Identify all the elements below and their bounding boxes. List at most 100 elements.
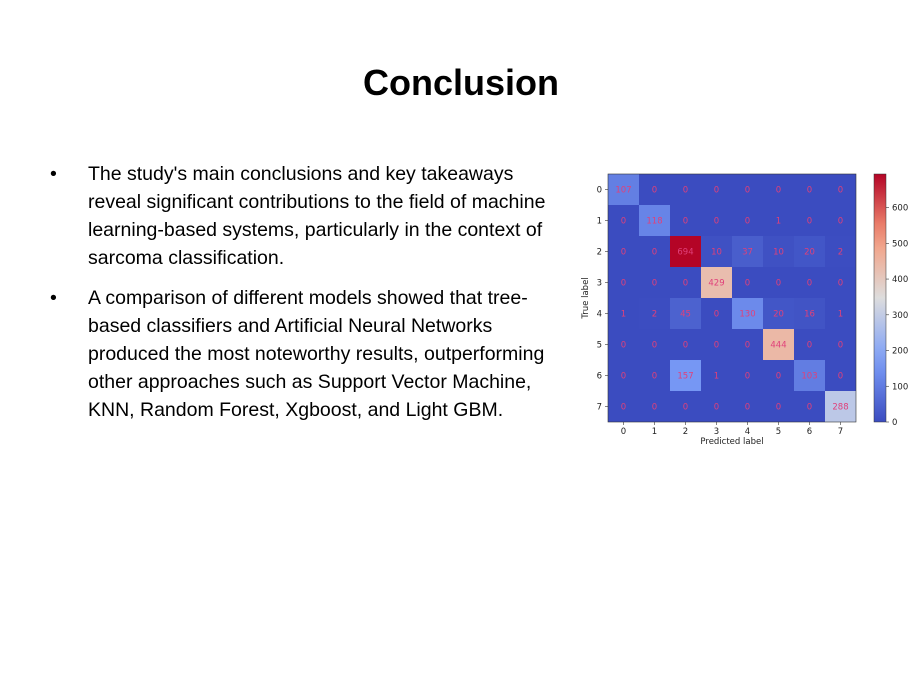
cell-value-label: 1 [776, 217, 781, 227]
cell-value-label: 0 [621, 403, 626, 413]
cell-value-label: 0 [683, 403, 688, 413]
matrix-cell [608, 391, 639, 422]
matrix-cell [825, 174, 856, 205]
cell-value-label: 0 [714, 186, 719, 196]
matrix-cell [701, 329, 732, 360]
matrix-cell [794, 205, 825, 236]
matrix-cell [732, 391, 763, 422]
cell-value-label: 0 [745, 217, 750, 227]
y-tick-label: 0 [597, 186, 602, 196]
matrix-cell [763, 391, 794, 422]
matrix-cell [825, 205, 856, 236]
matrix-cell [732, 236, 763, 267]
matrix-cell [732, 298, 763, 329]
colorbar-tick-label: 300 [892, 311, 908, 321]
bullet-text: The study's main conclusions and key tak… [88, 163, 546, 269]
y-tick-label: 7 [597, 403, 602, 413]
cell-value-label: 0 [621, 279, 626, 289]
cell-value-label: 0 [776, 372, 781, 382]
y-tick-label: 6 [597, 372, 602, 382]
colorbar-tick-label: 0 [892, 418, 897, 428]
matrix-cell [794, 329, 825, 360]
matrix-cell [763, 298, 794, 329]
cell-value-label: 429 [708, 279, 724, 289]
matrix-cell [701, 236, 732, 267]
cell-value-label: 0 [745, 279, 750, 289]
y-axis-label: True label [581, 277, 591, 319]
matrix-cell [763, 205, 794, 236]
slide-title: Conclusion [363, 62, 559, 103]
cell-value-label: 0 [838, 341, 843, 351]
matrix-cell [670, 298, 701, 329]
matrix-cell [608, 205, 639, 236]
matrix-cell [608, 267, 639, 298]
cell-value-label: 0 [807, 186, 812, 196]
cell-value-label: 10 [711, 248, 722, 258]
cell-value-label: 103 [801, 372, 817, 382]
cell-value-label: 0 [807, 341, 812, 351]
matrix-cell [763, 236, 794, 267]
bullet-item: • A comparison of different models showe… [50, 284, 550, 424]
matrix-cell [608, 174, 639, 205]
x-axis-label: Predicted label [700, 437, 763, 447]
matrix-cell [670, 391, 701, 422]
bullet-text: A comparison of different models showed … [88, 287, 545, 421]
matrix-cell [794, 267, 825, 298]
cell-value-label: 0 [807, 403, 812, 413]
matrix-cell [825, 391, 856, 422]
matrix-cell [732, 360, 763, 391]
matrix-cell [608, 236, 639, 267]
matrix-cell [794, 360, 825, 391]
matrix-cell [732, 267, 763, 298]
cell-value-label: 2 [652, 310, 657, 320]
colorbar-tick-label: 500 [892, 239, 908, 249]
x-tick-label: 6 [807, 427, 812, 437]
matrix-cell [639, 205, 670, 236]
colorbar-tick-label: 100 [892, 382, 908, 392]
cell-value-label: 0 [621, 248, 626, 258]
cell-value-label: 444 [770, 341, 786, 351]
matrix-cell [670, 236, 701, 267]
matrix-cell [639, 267, 670, 298]
matrix-cell [732, 174, 763, 205]
x-tick-label: 2 [683, 427, 688, 437]
cell-value-label: 0 [745, 341, 750, 351]
matrix-cell [639, 360, 670, 391]
cell-value-label: 0 [838, 279, 843, 289]
matrix-cell [825, 360, 856, 391]
matrix-cell [639, 391, 670, 422]
cell-value-label: 0 [714, 403, 719, 413]
confusion-matrix-svg: 107 0 0 0 0 0 0 00 118 0 0 0 1 0 00 0 694 10 37 10 20 20 0 0 429… [581, 173, 908, 447]
cell-value-label: 118 [646, 217, 662, 227]
matrix-cell [701, 267, 732, 298]
cell-value-label: 0 [838, 186, 843, 196]
matrix-cell [608, 360, 639, 391]
bullet-dot: • [50, 163, 57, 185]
x-tick-label: 4 [745, 427, 750, 437]
cell-value-label: 1 [838, 310, 843, 320]
cell-value-label: 0 [745, 186, 750, 196]
cell-value-label: 2 [838, 248, 843, 258]
matrix-cell [670, 174, 701, 205]
matrix-cell [670, 329, 701, 360]
matrix-cell [794, 391, 825, 422]
cell-value-label: 0 [652, 186, 657, 196]
y-tick-label: 1 [597, 217, 602, 227]
cell-value-label: 0 [621, 341, 626, 351]
colorbar-tick-label: 400 [892, 275, 908, 285]
cell-value-label: 0 [683, 217, 688, 227]
colorbar-tick-label: 600 [892, 204, 908, 214]
cell-value-label: 0 [838, 217, 843, 227]
matrix-cell [701, 205, 732, 236]
cell-value-label: 0 [652, 279, 657, 289]
matrix-cell [794, 298, 825, 329]
matrix-cell [732, 205, 763, 236]
bullet-item: • The study's main conclusions and key t… [50, 160, 550, 272]
cell-value-label: 20 [773, 310, 784, 320]
colorbar-tick-label: 200 [892, 347, 908, 357]
cell-value-label: 10 [773, 248, 784, 258]
cell-value-label: 0 [776, 403, 781, 413]
cell-value-label: 0 [683, 186, 688, 196]
matrix-cell [825, 298, 856, 329]
x-tick-label: 7 [838, 427, 843, 437]
